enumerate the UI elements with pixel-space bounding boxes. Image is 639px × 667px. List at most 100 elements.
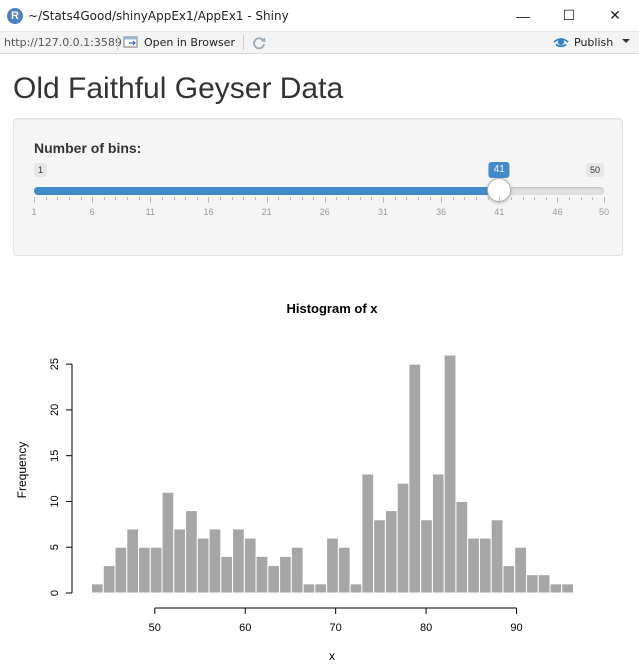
publish-label: Publish [574, 35, 614, 49]
open-in-browser-button[interactable]: Open in Browser [123, 35, 235, 49]
y-tick-label: 20 [49, 404, 61, 416]
toolbar-divider [243, 35, 244, 50]
slider-minor-tick [278, 197, 280, 200]
maximize-button[interactable]: ☐ [562, 7, 576, 23]
slider-tick-label: 41 [494, 207, 505, 217]
slider-minor-tick [406, 197, 408, 200]
slider-minor-tick [592, 197, 594, 200]
slider-minor-tick [499, 197, 501, 203]
slider-minor-tick [255, 197, 257, 200]
histogram-bar [349, 583, 363, 594]
slider-minor-tick [231, 197, 233, 200]
toolbar-divider [117, 35, 118, 50]
histogram-bar [361, 473, 375, 594]
x-tick-label: 60 [239, 622, 251, 634]
x-tick-label: 50 [149, 622, 161, 634]
x-axis-label: x [329, 649, 335, 663]
url-text: http://127.0.0.1:3589 [4, 36, 122, 49]
slider-minor-tick [150, 197, 152, 203]
slider-tick-label: 6 [89, 207, 95, 217]
slider-minor-tick [301, 197, 303, 200]
chart-title: Histogram of x [286, 301, 378, 316]
slider-minor-tick [243, 197, 245, 200]
histogram-bar [549, 583, 563, 594]
publish-button[interactable]: Publish [553, 35, 613, 49]
slider-tick-label: 16 [203, 207, 214, 217]
slider-tick-label: 50 [598, 207, 610, 217]
slider-max-label: 50 [586, 163, 605, 177]
slider-minor-tick [522, 197, 524, 200]
minimize-button[interactable]: — [516, 7, 530, 24]
slider-minor-tick [371, 197, 373, 200]
slider-minor-tick [580, 197, 582, 200]
slider-tick-label: 26 [319, 207, 330, 217]
open-in-browser-label: Open in Browser [144, 35, 235, 49]
histogram-bar [431, 473, 445, 594]
rstudio-app-icon: R [7, 8, 23, 24]
slider-minor-tick [57, 197, 59, 200]
x-tick-label: 90 [510, 622, 522, 634]
histogram-bar [255, 555, 269, 594]
slider-minor-tick [441, 197, 443, 203]
slider-minor-tick [68, 197, 70, 200]
histogram-plot: Histogram of x x Frequency 0 5 10 15 20 25 50 6… [15, 301, 574, 663]
histogram-bar [561, 583, 574, 594]
slider-minor-tick [569, 197, 571, 200]
y-axis-label: Frequency [15, 442, 29, 499]
histogram-bar [384, 510, 398, 594]
slider-tick-label: 11 [145, 207, 155, 217]
histogram-bar [173, 528, 187, 594]
slider-tick-label: 46 [552, 207, 563, 217]
histogram-bar [373, 519, 386, 594]
histogram-bar [302, 583, 316, 594]
slider-minor-tick [115, 197, 117, 200]
window-title: ~/Stats4Good/shinyAppEx1/AppEx1 - Shiny [28, 9, 289, 23]
open-in-browser-icon [123, 36, 138, 48]
x-tick-label: 70 [330, 622, 342, 634]
histogram-bar [525, 574, 539, 594]
slider-minor-tick [604, 197, 605, 203]
slider-minor-tick [487, 197, 489, 200]
viewer-toolbar: http://127.0.0.1:3589 Open in Browser Pu… [0, 32, 639, 54]
page-title: Old Faithful Geyser Data [13, 72, 344, 105]
histogram-bar [196, 537, 210, 594]
refresh-icon[interactable] [251, 35, 267, 51]
sidebar-panel: Number of bins: 1 50 41 1 6 11 16 21 26 31 36 41… [13, 118, 623, 256]
publish-icon [553, 38, 569, 48]
publish-dropdown-chevron-icon[interactable] [622, 39, 630, 43]
slider-minor-tick [510, 197, 512, 200]
histogram-bar [91, 583, 104, 594]
histogram-bar [267, 565, 281, 594]
slider-minor-tick [394, 197, 396, 200]
slider-minor-tick [348, 197, 350, 200]
window-title-bar: R ~/Stats4Good/shinyAppEx1/AppEx1 - Shin… [0, 0, 639, 32]
histogram-bar [443, 354, 457, 594]
y-tick-label: 0 [49, 590, 61, 596]
histogram-bar [396, 482, 410, 594]
histogram-bar [514, 546, 527, 594]
slider-minor-tick [266, 197, 268, 203]
y-tick-label: 10 [49, 495, 61, 507]
slider-minor-tick [324, 197, 326, 203]
slider-minor-tick [545, 197, 547, 200]
slider-minor-tick [289, 197, 291, 200]
close-button[interactable]: ✕ [609, 7, 621, 23]
bins-slider-track[interactable] [34, 187, 604, 195]
slider-minor-tick [417, 197, 419, 200]
slider-minor-tick [313, 197, 315, 200]
histogram-bar [243, 537, 257, 594]
histogram-bar [185, 510, 198, 594]
histogram-bar [208, 528, 222, 594]
slider-minor-tick [173, 197, 175, 200]
histogram-bar [314, 583, 328, 594]
slider-tick-label: 36 [436, 207, 447, 217]
x-tick-label: 80 [420, 622, 432, 634]
slider-minor-tick [452, 197, 454, 200]
histogram-bar [290, 546, 304, 594]
slider-minor-tick [220, 197, 222, 200]
slider-minor-tick [557, 197, 559, 203]
slider-min-label: 1 [34, 163, 48, 177]
bins-slider-label: Number of bins: [34, 140, 142, 156]
slider-minor-tick [138, 197, 140, 200]
histogram-bar [337, 546, 351, 594]
